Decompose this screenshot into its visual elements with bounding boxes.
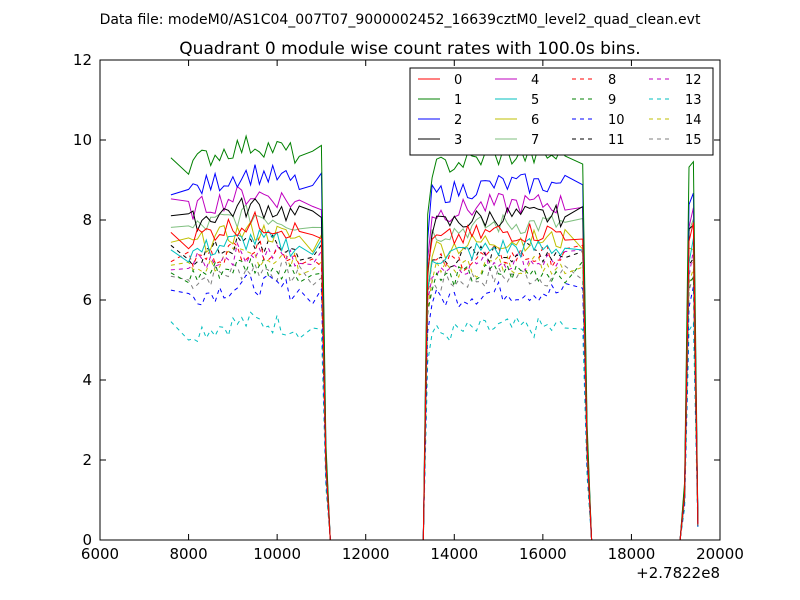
axis-ticks: 6000 8000 10000 12000 14000 16000 18000 20000 0 2… (73, 51, 744, 563)
legend-label-4: 4 (531, 73, 539, 88)
legend-label-15: 15 (685, 133, 702, 148)
y-tick-label: 12 (73, 51, 92, 69)
legend-label-2: 2 (454, 113, 462, 128)
legend-label-12: 12 (685, 73, 702, 88)
y-tick-label: 4 (82, 371, 92, 389)
series-line-14 (170, 247, 699, 541)
series-line-10 (170, 274, 699, 541)
legend-label-13: 13 (685, 93, 702, 108)
y-tick-label: 0 (82, 531, 92, 549)
y-tick-label: 10 (73, 131, 92, 149)
series-line-9 (170, 257, 699, 541)
x-tick-label: 6000 (81, 545, 119, 563)
x-offset-label: +2.7822e8 (636, 564, 720, 582)
legend-label-9: 9 (608, 93, 616, 108)
series-line-12 (170, 241, 699, 541)
series-line-4 (170, 185, 699, 541)
legend-label-1: 1 (454, 93, 462, 108)
series-line-15 (170, 261, 699, 541)
legend-label-6: 6 (531, 113, 539, 128)
series-line-2 (170, 163, 699, 541)
legend-label-11: 11 (608, 133, 625, 148)
x-tick-label: 14000 (430, 545, 478, 563)
legend-label-0: 0 (454, 73, 462, 88)
x-tick-label: 12000 (342, 545, 390, 563)
series-line-7 (170, 203, 699, 541)
x-tick-label: 10000 (253, 545, 301, 563)
series-line-8 (170, 236, 699, 541)
series-line-13 (170, 311, 699, 541)
series-line-1 (170, 134, 699, 541)
y-tick-label: 2 (82, 451, 92, 469)
y-tick-label: 6 (82, 291, 92, 309)
chart-title: Quadrant 0 module wise count rates with … (179, 39, 640, 59)
series-line-0 (170, 210, 699, 541)
plot-area (170, 134, 699, 541)
legend-label-8: 8 (608, 73, 616, 88)
series-line-11 (170, 234, 699, 541)
legend-label-5: 5 (531, 93, 539, 108)
x-tick-label: 16000 (519, 545, 567, 563)
series-line-3 (170, 196, 699, 541)
series-line-5 (170, 228, 699, 541)
series-line-6 (170, 220, 699, 541)
x-tick-label: 8000 (169, 545, 207, 563)
legend-label-10: 10 (608, 113, 625, 128)
y-tick-label: 8 (82, 211, 92, 229)
legend-label-14: 14 (685, 113, 702, 128)
legend-label-3: 3 (454, 133, 462, 148)
suptitle: Data file: modeM0/AS1C04_007T07_90000024… (100, 12, 701, 28)
x-tick-label: 20000 (696, 545, 744, 563)
x-tick-label: 18000 (608, 545, 656, 563)
legend-box (409, 67, 714, 156)
legend-label-7: 7 (531, 133, 539, 148)
